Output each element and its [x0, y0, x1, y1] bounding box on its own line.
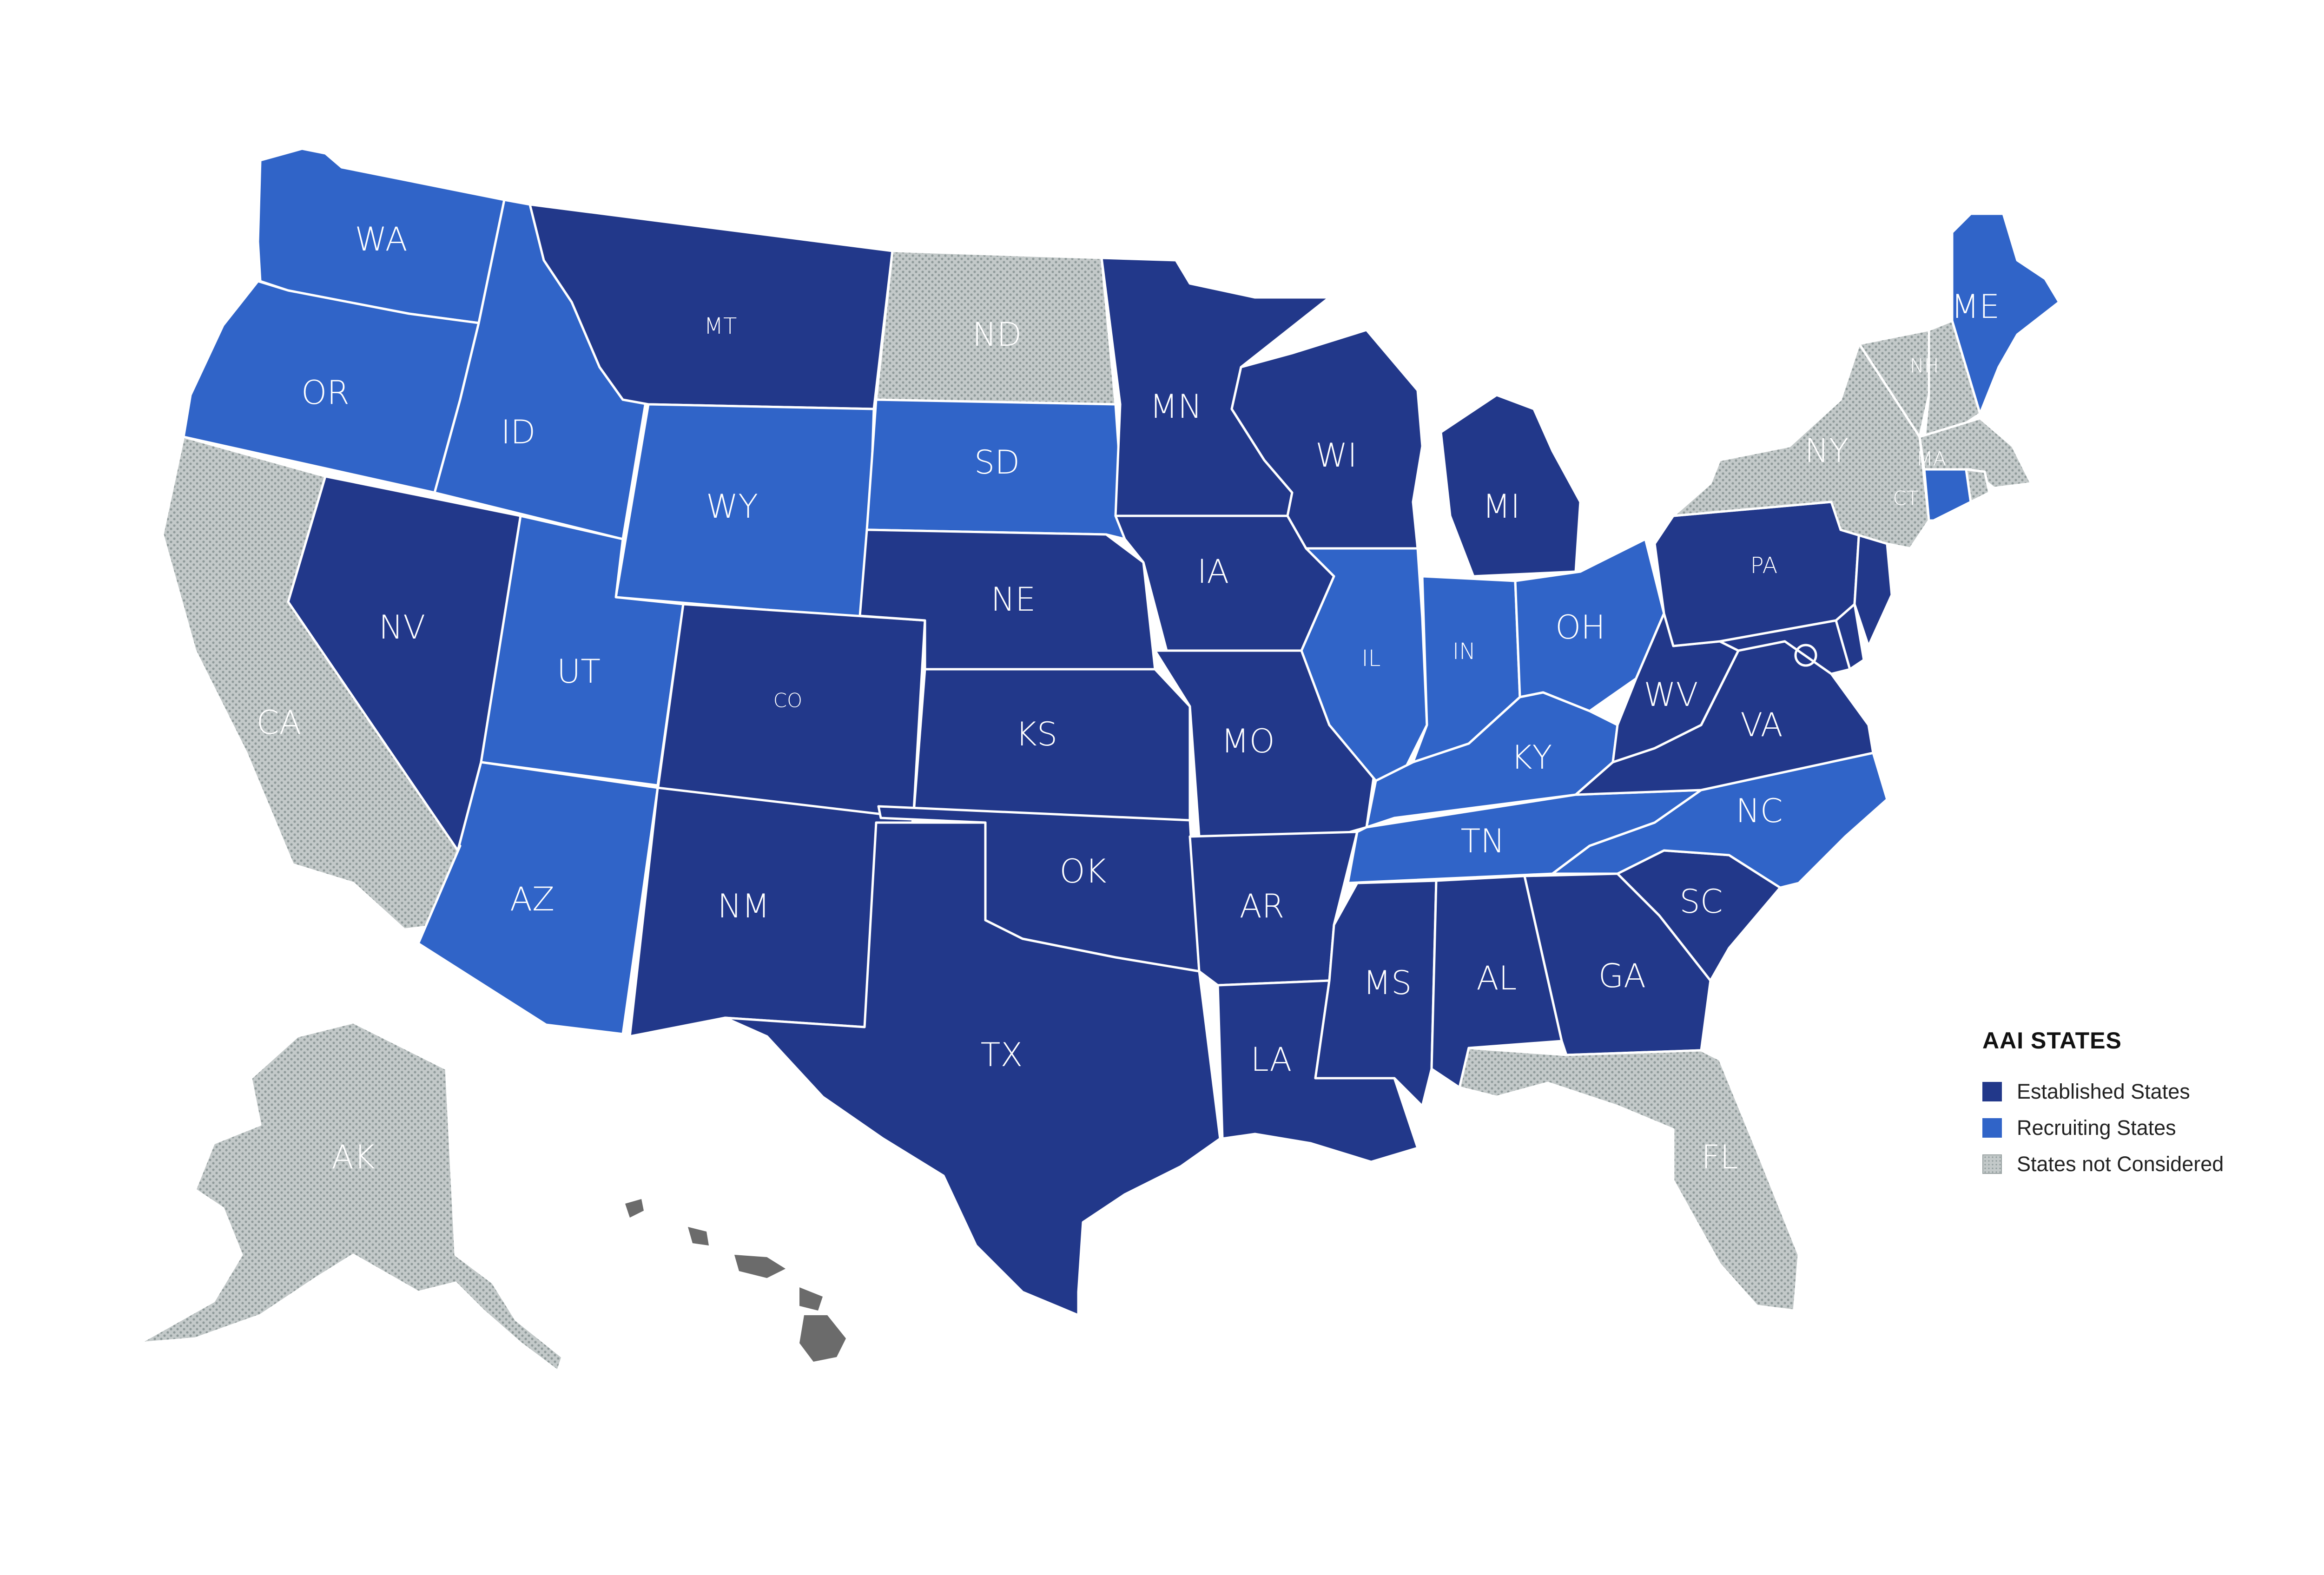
legend-label: Recruiting States	[2017, 1116, 2176, 1140]
label-mn: MN	[1150, 388, 1202, 426]
label-in: IN	[1452, 639, 1476, 665]
state-hi-5[interactable]	[799, 1315, 846, 1362]
label-oh: OH	[1555, 608, 1605, 646]
legend-swatch-not-considered	[1982, 1154, 2002, 1174]
legend-item-established: Established States	[1982, 1074, 2308, 1110]
state-ct[interactable]	[1923, 468, 1972, 522]
label-al: AL	[1477, 959, 1517, 997]
dc-marker	[1794, 644, 1817, 667]
label-ky: KY	[1511, 738, 1552, 777]
label-mi: MI	[1482, 488, 1520, 526]
state-ks[interactable]	[912, 668, 1191, 822]
state-me[interactable]	[1951, 212, 2060, 415]
label-az: AZ	[510, 880, 555, 918]
legend: AAI STATES Established States Recruiting…	[1982, 1027, 2308, 1182]
label-co: CO	[773, 689, 802, 712]
label-il: IL	[1362, 646, 1381, 672]
label-or: OR	[301, 374, 350, 412]
label-sd: SD	[974, 443, 1020, 481]
state-hi-3[interactable]	[734, 1255, 786, 1278]
legend-item-recruiting: Recruiting States	[1982, 1110, 2308, 1146]
label-ar: AR	[1240, 887, 1285, 925]
state-hi-1[interactable]	[625, 1199, 644, 1218]
label-mo: MO	[1221, 722, 1275, 760]
state-az[interactable]	[417, 761, 659, 1035]
label-va: VA	[1740, 706, 1783, 744]
label-nv: NV	[379, 608, 425, 646]
label-ne: NE	[991, 580, 1036, 619]
label-ms: MS	[1363, 964, 1412, 1002]
label-wv: WV	[1644, 676, 1698, 714]
label-mt: MT	[704, 313, 737, 339]
label-la: LA	[1251, 1041, 1292, 1079]
legend-label: States not Considered	[2017, 1152, 2224, 1176]
state-hi-4[interactable]	[799, 1287, 823, 1311]
state-tx[interactable]	[724, 821, 1221, 1317]
label-nd: ND	[972, 316, 1022, 354]
label-tx: TX	[981, 1036, 1023, 1074]
state-hi-2[interactable]	[688, 1227, 709, 1246]
label-tn: TN	[1460, 822, 1505, 860]
legend-swatch-recruiting	[1982, 1118, 2002, 1138]
legend-swatch-established	[1982, 1082, 2002, 1101]
label-nh: NH	[1910, 355, 1939, 377]
label-wa: WA	[355, 220, 407, 258]
label-ny: NY	[1804, 432, 1849, 470]
legend-label: Established States	[2017, 1080, 2190, 1103]
label-ut: UT	[557, 652, 601, 691]
state-ak[interactable]	[138, 1021, 564, 1372]
label-nm: NM	[718, 887, 770, 925]
label-ak: AK	[331, 1138, 375, 1176]
state-mi[interactable]	[1439, 394, 1582, 578]
label-fl: FL	[1701, 1138, 1738, 1176]
label-wy: WY	[706, 488, 758, 526]
label-id: ID	[501, 413, 536, 451]
label-sc: SC	[1679, 883, 1723, 921]
label-me: ME	[1951, 288, 2000, 326]
label-pa: PA	[1750, 553, 1778, 579]
label-ca: CA	[257, 704, 302, 742]
label-ok: OK	[1059, 852, 1106, 890]
label-ct: CT	[1893, 487, 1919, 510]
state-fl[interactable]	[1458, 1047, 1800, 1312]
label-ma: MA	[1916, 448, 1947, 470]
legend-item-not-considered: States not Considered	[1982, 1146, 2308, 1182]
state-sd[interactable]	[865, 398, 1126, 540]
label-wi: WI	[1315, 436, 1357, 474]
state-ri[interactable]	[1965, 468, 1991, 503]
label-ks: KS	[1016, 715, 1057, 753]
legend-title: AAI STATES	[1982, 1028, 2122, 1054]
label-nc: NC	[1736, 792, 1783, 830]
label-ia: IA	[1197, 553, 1229, 591]
state-nc[interactable]	[1551, 751, 1888, 889]
label-ga: GA	[1598, 957, 1646, 995]
